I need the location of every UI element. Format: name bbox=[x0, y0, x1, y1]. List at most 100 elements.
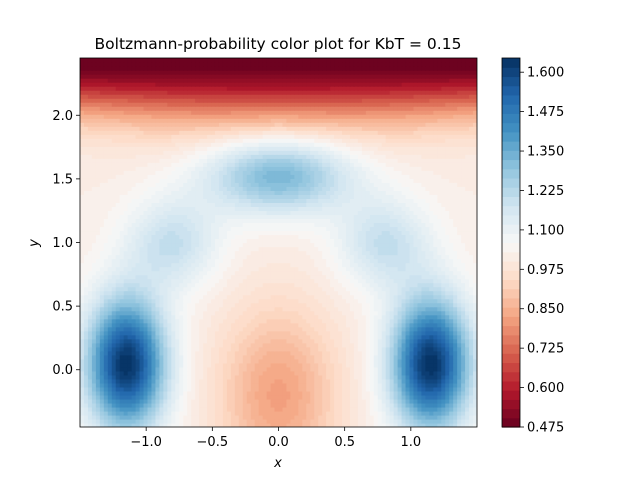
contour-cell bbox=[151, 342, 157, 348]
contour-cell bbox=[318, 314, 323, 320]
contour-cell bbox=[334, 298, 339, 304]
contour-cell bbox=[207, 258, 212, 264]
contour-cell bbox=[417, 226, 423, 232]
contour-cell bbox=[433, 422, 438, 427]
contour-cell bbox=[405, 242, 411, 248]
contour-cell bbox=[441, 226, 446, 232]
contour-cell bbox=[457, 242, 462, 248]
contour-cell bbox=[207, 242, 212, 248]
contour-cell bbox=[238, 354, 244, 360]
contour-cell bbox=[111, 234, 117, 240]
contour-cell bbox=[250, 406, 256, 412]
contour-cell bbox=[80, 306, 85, 312]
contour-cell bbox=[429, 414, 434, 420]
contour-cell bbox=[310, 342, 315, 348]
contour-cell bbox=[187, 254, 192, 260]
contour-cell bbox=[199, 234, 204, 240]
contour-cell bbox=[175, 306, 180, 312]
contour-cell bbox=[469, 310, 474, 316]
contour-cell bbox=[425, 358, 430, 364]
contour-cell bbox=[175, 358, 180, 364]
contour-cell bbox=[222, 342, 228, 348]
contour-cell bbox=[159, 406, 164, 412]
contour-cell bbox=[234, 250, 240, 256]
contour-cell bbox=[214, 390, 220, 396]
contour-cell bbox=[87, 270, 93, 276]
contour-cell bbox=[306, 326, 311, 332]
contour-cell bbox=[397, 270, 403, 276]
contour-cell bbox=[214, 286, 220, 292]
contour-cell bbox=[342, 330, 347, 336]
contour-cell bbox=[369, 374, 375, 380]
contour-cell bbox=[421, 278, 426, 284]
contour-cell bbox=[413, 394, 419, 400]
contour-cell bbox=[155, 262, 160, 268]
contour-cell bbox=[373, 342, 379, 348]
contour-cell bbox=[147, 382, 153, 388]
contour-cell bbox=[151, 362, 157, 368]
contour-cell bbox=[322, 322, 327, 328]
contour-cell bbox=[413, 246, 419, 252]
contour-cell bbox=[258, 282, 264, 288]
contour-cell bbox=[242, 366, 248, 372]
contour-cell bbox=[131, 266, 137, 272]
contour-cell bbox=[453, 282, 458, 288]
contour-cell bbox=[183, 354, 188, 360]
contour-cell bbox=[405, 258, 411, 264]
contour-cell bbox=[381, 246, 387, 252]
contour-cell bbox=[338, 298, 343, 304]
contour-cell bbox=[421, 354, 426, 360]
contour-cell bbox=[369, 418, 375, 424]
contour-cell bbox=[147, 322, 153, 328]
contour-cell bbox=[294, 362, 299, 368]
contour-cell bbox=[218, 246, 224, 252]
contour-cell bbox=[203, 302, 208, 308]
contour-cell bbox=[401, 386, 407, 392]
contour-cell bbox=[342, 262, 347, 268]
contour-cell bbox=[111, 262, 117, 268]
contour-cell bbox=[361, 302, 367, 308]
contour-cell bbox=[91, 258, 97, 264]
contour-cell bbox=[441, 378, 446, 384]
contour-cell bbox=[234, 226, 240, 232]
contour-cell bbox=[238, 246, 244, 252]
contour-cell bbox=[214, 302, 220, 308]
contour-cell bbox=[131, 278, 137, 284]
contour-cell bbox=[218, 262, 224, 268]
contour-cell bbox=[242, 334, 248, 340]
contour-cell bbox=[342, 358, 347, 364]
contour-cell bbox=[298, 314, 303, 320]
contour-cell bbox=[167, 386, 172, 392]
contour-cell bbox=[270, 302, 276, 308]
contour-cell bbox=[449, 258, 454, 264]
contour-cell bbox=[298, 254, 303, 260]
contour-cell bbox=[250, 418, 256, 424]
contour-cell bbox=[274, 406, 280, 412]
contour-cell bbox=[361, 318, 367, 324]
contour-cell bbox=[441, 386, 446, 392]
contour-cell bbox=[191, 334, 196, 340]
contour-cell bbox=[465, 230, 470, 236]
contour-cell bbox=[286, 250, 292, 256]
contour-cell bbox=[401, 390, 407, 396]
contour-cell bbox=[203, 374, 208, 380]
contour-cell bbox=[437, 346, 442, 352]
contour-cell bbox=[353, 374, 359, 380]
contour-cell bbox=[195, 266, 200, 272]
contour-cell bbox=[111, 410, 117, 416]
contour-cell bbox=[326, 266, 331, 272]
contour-cell bbox=[266, 314, 272, 320]
contour-cell bbox=[405, 274, 411, 280]
contour-cell bbox=[393, 330, 399, 336]
contour-cell bbox=[127, 378, 133, 384]
contour-cell bbox=[83, 334, 89, 340]
contour-cell bbox=[349, 290, 355, 296]
contour-cell bbox=[155, 290, 160, 296]
contour-cell bbox=[262, 394, 268, 400]
contour-cell bbox=[357, 370, 363, 376]
contour-cell bbox=[95, 294, 101, 300]
contour-cell bbox=[230, 378, 236, 384]
contour-cell bbox=[115, 354, 121, 360]
contour-cell bbox=[211, 378, 216, 384]
contour-cell bbox=[87, 334, 93, 340]
